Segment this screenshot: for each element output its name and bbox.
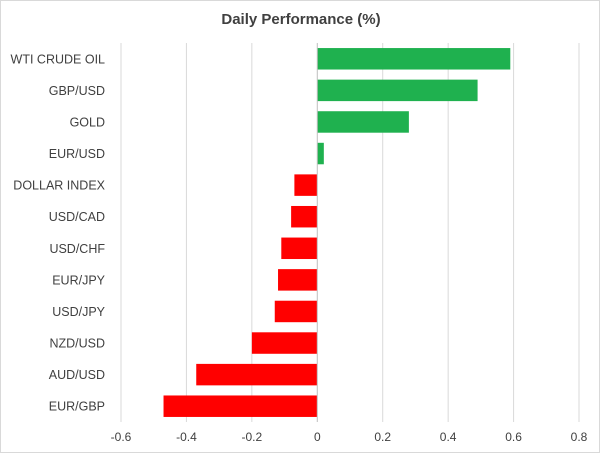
x-tick-label: -0.2 [242, 430, 263, 444]
bar [281, 237, 318, 260]
x-tick-label: 0.8 [571, 430, 588, 444]
x-axis-tick-labels: -0.6 -0.4 -0.2 0 0.2 0.4 0.6 0.8 [111, 430, 588, 444]
x-tick-label: -0.6 [111, 430, 132, 444]
x-tick-label: 0.2 [374, 430, 391, 444]
category-label: GBP/USD [49, 84, 105, 98]
bar [274, 300, 318, 323]
category-label: EUR/GBP [49, 400, 105, 414]
bar [251, 332, 318, 354]
bar [291, 205, 318, 228]
category-label: EUR/JPY [52, 273, 105, 287]
bar [163, 395, 318, 417]
bar [317, 79, 478, 102]
x-tick-label: -0.4 [176, 430, 197, 444]
bar [294, 174, 318, 196]
bar [196, 363, 318, 386]
bar [317, 111, 409, 133]
category-label: GOLD [70, 115, 105, 129]
category-label: EUR/USD [49, 147, 105, 161]
category-labels: WTI CRUDE OIL GBP/USD GOLD EUR/USD DOLLAR IN… [11, 52, 106, 413]
bar [278, 269, 318, 291]
category-label: USD/JPY [52, 305, 105, 319]
bar [317, 142, 324, 165]
x-tick-label: 0.6 [505, 430, 522, 444]
category-label: DOLLAR INDEX [13, 179, 105, 193]
chart-title: Daily Performance (%) [221, 11, 381, 28]
bars [163, 48, 511, 417]
category-label: NZD/USD [49, 337, 105, 351]
x-tick-label: 0 [314, 430, 321, 444]
gridlines [120, 43, 580, 422]
category-label: AUD/USD [49, 368, 105, 382]
category-label: USD/CAD [49, 210, 105, 224]
category-label: USD/CHF [49, 242, 105, 256]
bar [317, 48, 511, 70]
x-tick-label: 0.4 [440, 430, 457, 444]
category-label: WTI CRUDE OIL [11, 52, 105, 66]
